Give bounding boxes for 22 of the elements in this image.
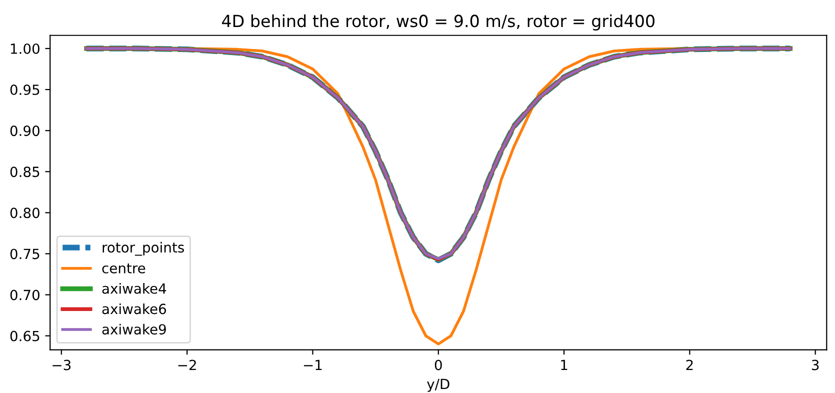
x-axis-title: y/D xyxy=(426,378,450,392)
y-tick-label: 1.00 xyxy=(10,43,40,54)
legend-label: axiwake6 xyxy=(102,303,166,314)
y-tick-label: 0.70 xyxy=(10,290,40,300)
x-tick-label: 3 xyxy=(812,360,819,370)
legend-label: rotor_points xyxy=(102,242,184,256)
x-tick-label: −1 xyxy=(304,360,322,370)
y-tick-label: 0.90 xyxy=(10,126,40,136)
x-tick-label: 0 xyxy=(434,360,442,370)
y-tick-label: 0.65 xyxy=(10,330,40,342)
legend-label: axiwake4 xyxy=(102,283,166,294)
x-tick-label: 1 xyxy=(561,360,568,370)
chart-title: 4D behind the rotor, ws0 = 9.0 m/s, rotor = grid400 xyxy=(222,14,654,31)
legend-label: axiwake9 xyxy=(102,324,166,335)
x-tick-label: 2 xyxy=(686,360,693,370)
legend-label: centre xyxy=(102,263,146,274)
y-tick-label: 0.95 xyxy=(10,84,40,96)
x-tick-label: −3 xyxy=(52,360,71,370)
y-tick-label: 0.80 xyxy=(10,208,40,218)
x-tick-label: −2 xyxy=(178,360,196,370)
y-tick-label: 0.85 xyxy=(10,166,40,178)
y-tick-label: 0.75 xyxy=(10,248,40,260)
